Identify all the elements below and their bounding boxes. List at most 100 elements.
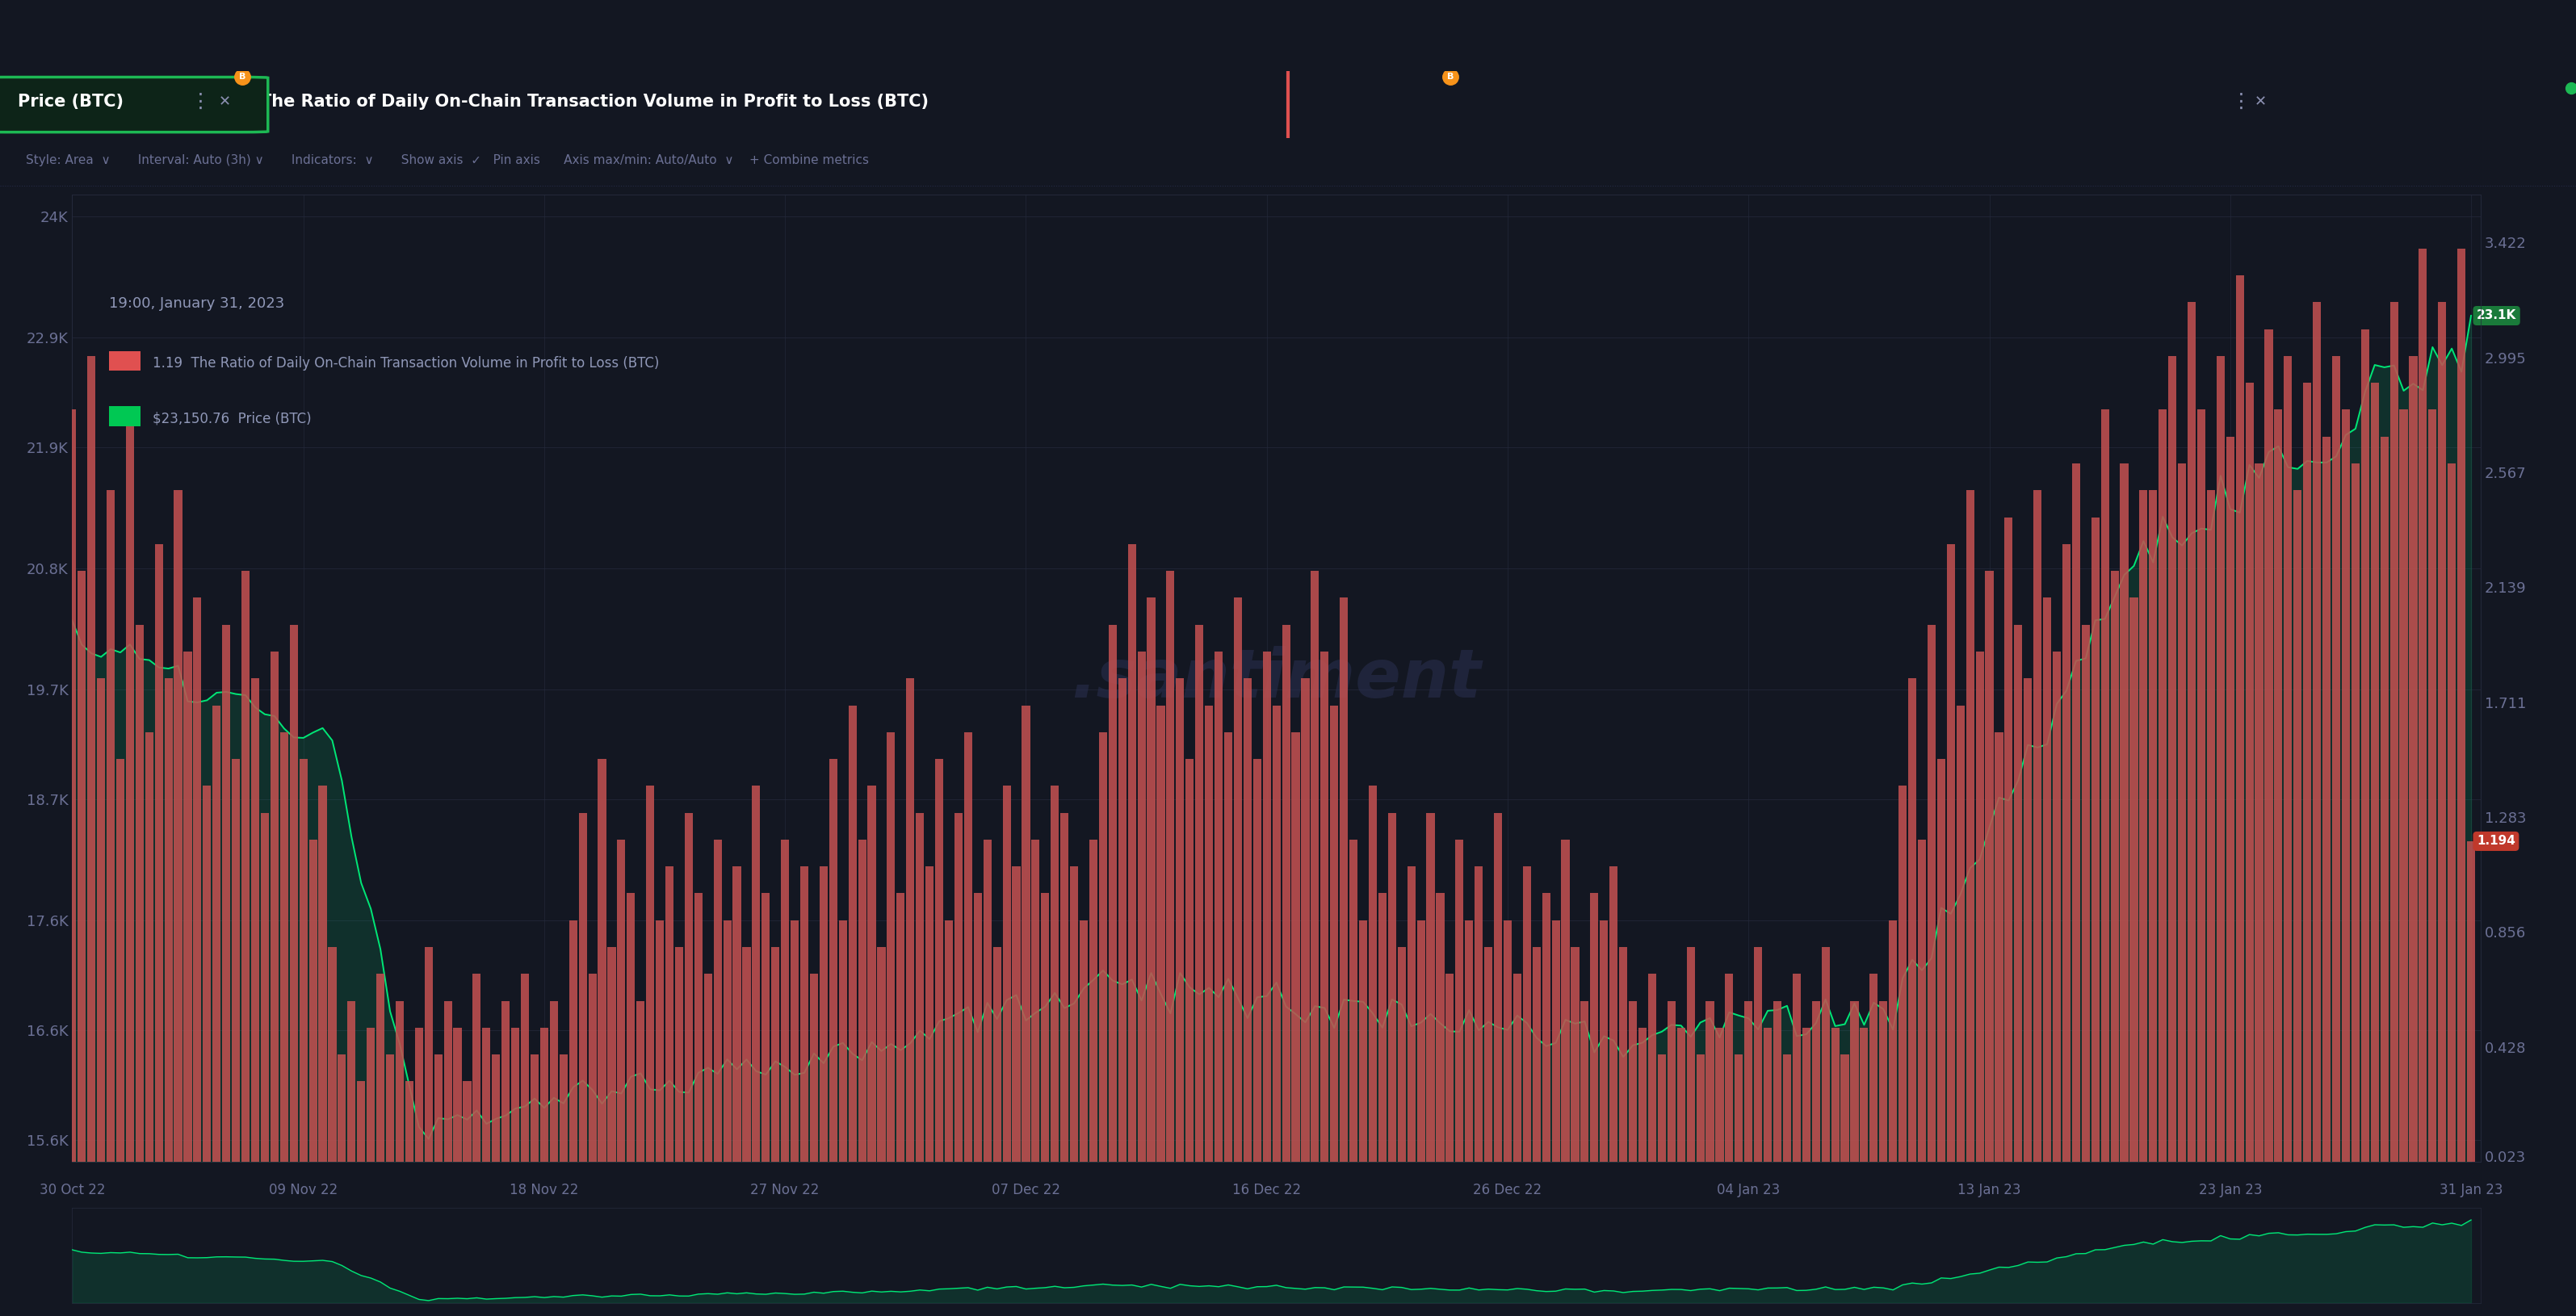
Bar <box>752 786 760 1162</box>
Bar <box>742 948 750 1162</box>
Bar <box>1100 732 1108 1162</box>
Bar <box>618 840 626 1162</box>
Bar <box>2208 491 2215 1162</box>
Text: 27 Nov 22: 27 Nov 22 <box>750 1182 819 1198</box>
Bar <box>1765 1028 1772 1162</box>
Bar <box>1455 840 1463 1162</box>
Bar <box>1360 920 1368 1162</box>
Bar <box>281 732 289 1162</box>
Bar <box>1772 1000 1783 1162</box>
Bar <box>232 759 240 1162</box>
FancyBboxPatch shape <box>0 78 268 132</box>
Bar <box>608 948 616 1162</box>
Bar <box>1473 866 1484 1162</box>
Bar <box>1754 948 1762 1162</box>
Bar <box>1976 651 1984 1162</box>
Bar <box>2092 517 2099 1162</box>
Bar <box>953 813 963 1162</box>
Bar <box>580 813 587 1162</box>
Bar <box>270 651 278 1162</box>
Bar <box>1811 1000 1821 1162</box>
Bar <box>974 894 981 1162</box>
Bar <box>1512 974 1522 1162</box>
Bar <box>1139 651 1146 1162</box>
Bar <box>685 813 693 1162</box>
Bar <box>1955 705 1965 1162</box>
Bar <box>1888 920 1896 1162</box>
Bar <box>443 1000 451 1162</box>
Bar <box>569 920 577 1162</box>
Bar <box>1041 894 1048 1162</box>
Text: ✕: ✕ <box>219 95 232 109</box>
Bar <box>801 866 809 1162</box>
Bar <box>559 1054 567 1162</box>
Text: 1.194: 1.194 <box>2476 836 2514 848</box>
Bar <box>319 786 327 1162</box>
Bar <box>1994 732 2004 1162</box>
Bar <box>2285 355 2293 1162</box>
Text: 23.1K: 23.1K <box>2476 309 2517 321</box>
Bar <box>435 1054 443 1162</box>
Bar <box>1234 597 1242 1162</box>
Bar <box>1986 571 1994 1162</box>
Bar <box>829 759 837 1162</box>
Bar <box>358 1082 366 1162</box>
Bar <box>376 974 384 1162</box>
Bar <box>1744 1000 1752 1162</box>
Bar <box>1649 974 1656 1162</box>
Bar <box>2081 625 2089 1162</box>
Bar <box>732 866 742 1162</box>
Bar <box>67 409 77 1162</box>
Text: 13 Jan 23: 13 Jan 23 <box>1958 1182 2022 1198</box>
Bar <box>242 571 250 1162</box>
Bar <box>1677 1028 1685 1162</box>
Bar <box>984 840 992 1162</box>
Bar <box>1484 948 1492 1162</box>
Bar <box>840 920 848 1162</box>
Bar <box>193 597 201 1162</box>
Bar <box>397 1000 404 1162</box>
Text: $23,150.76  Price (BTC): $23,150.76 Price (BTC) <box>152 411 312 425</box>
Bar <box>1388 813 1396 1162</box>
Bar <box>2419 249 2427 1162</box>
Text: .santiment: .santiment <box>1072 646 1481 711</box>
Bar <box>1600 920 1607 1162</box>
Bar <box>1012 866 1020 1162</box>
Bar <box>2004 517 2012 1162</box>
Bar <box>183 651 191 1162</box>
Bar <box>126 409 134 1162</box>
Bar <box>963 732 971 1162</box>
Bar <box>1283 625 1291 1162</box>
Bar <box>703 974 711 1162</box>
Bar <box>2025 678 2032 1162</box>
Bar <box>626 894 636 1162</box>
Bar <box>2342 409 2349 1162</box>
Bar <box>1965 491 1973 1162</box>
Text: 04 Jan 23: 04 Jan 23 <box>1716 1182 1780 1198</box>
Bar <box>386 1054 394 1162</box>
Text: 07 Dec 22: 07 Dec 22 <box>992 1182 1061 1198</box>
Bar <box>1368 786 1376 1162</box>
Text: 31 Jan 23: 31 Jan 23 <box>2439 1182 2504 1198</box>
Bar <box>2458 249 2465 1162</box>
Bar <box>1543 894 1551 1162</box>
Text: B: B <box>1448 72 1453 80</box>
Bar <box>675 948 683 1162</box>
Bar <box>587 974 598 1162</box>
Bar <box>2043 597 2050 1162</box>
Bar <box>175 491 183 1162</box>
Bar <box>1533 948 1540 1162</box>
Bar <box>1157 705 1164 1162</box>
Bar <box>917 813 925 1162</box>
Bar <box>366 1028 376 1162</box>
Bar <box>1628 1000 1636 1162</box>
Bar <box>1783 1054 1790 1162</box>
Bar <box>1417 920 1425 1162</box>
Bar <box>1860 1028 1868 1162</box>
Bar <box>1262 651 1270 1162</box>
Text: Price (BTC): Price (BTC) <box>18 93 124 111</box>
Bar <box>2264 329 2272 1162</box>
Bar <box>549 1000 559 1162</box>
Bar <box>2032 491 2043 1162</box>
Bar <box>1051 786 1059 1162</box>
